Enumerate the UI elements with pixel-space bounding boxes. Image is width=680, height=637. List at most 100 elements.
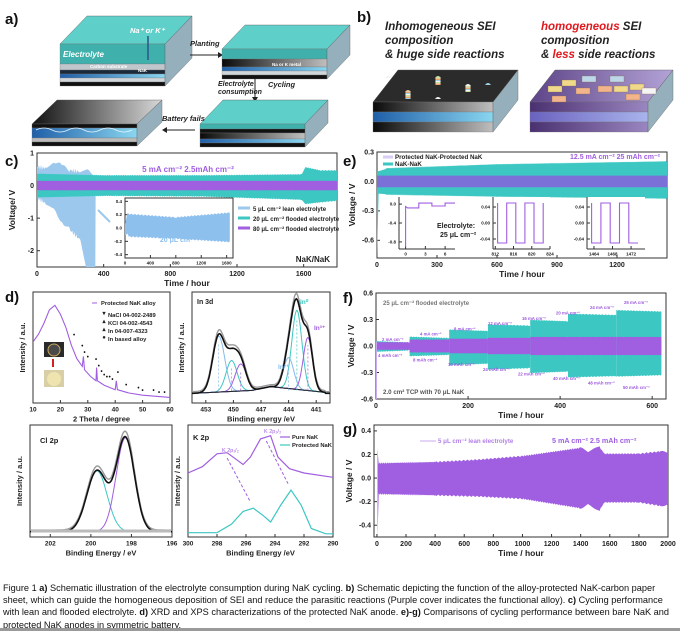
plot-area <box>192 292 330 395</box>
sei-particle-icon <box>435 76 441 78</box>
x-tick-label: 453 <box>200 407 211 414</box>
sei-particle-icon <box>405 90 411 92</box>
carbon-substrate-label: Carbon substrate <box>90 64 128 69</box>
slab-side <box>326 24 351 80</box>
current-label: 25 mA cm⁻² <box>624 300 648 305</box>
slab-side <box>136 99 163 147</box>
spectrum-line-1 <box>188 489 333 535</box>
peak-label-in0: In⁰ <box>300 298 309 306</box>
peak-marker-icon: • <box>81 344 83 350</box>
setup-annotation: 2.0 cm² TCP with 70 μL NaK <box>383 389 465 396</box>
peak-marker-icon: • <box>83 350 85 356</box>
x-tick-label: 2000 <box>660 541 676 548</box>
b-left-title: & huge side reactions <box>385 49 505 61</box>
cell-planted <box>221 24 351 80</box>
current-density-annotation: 5 mA cm⁻² 2.5 mAh cm⁻² <box>552 436 637 445</box>
sei-tile-icon <box>597 85 613 93</box>
chart-d_xrd: 10 20 30 40 50 60 2 Theta / degree Intensity / … <box>18 291 174 424</box>
divider <box>0 628 680 631</box>
inset-voltage-line <box>405 202 455 247</box>
peak-marker-icon: • <box>95 357 97 363</box>
x-tick-label: 196 <box>167 541 178 548</box>
battery-fails-label: Battery fails <box>162 114 205 123</box>
x-axis-label: Time / hour <box>498 410 544 420</box>
y-tick-label: -0.4 <box>388 221 396 226</box>
legend-entry: 80 μL cm⁻² flooded electrolyte <box>253 226 340 233</box>
sei-homogeneous-block <box>529 69 674 133</box>
y-tick-label: 0.2 <box>361 452 371 459</box>
x-tick-label: 50 <box>139 407 147 414</box>
series-band-2 <box>37 180 337 191</box>
b-right-title: & less side reactions <box>541 49 655 61</box>
plot-area <box>405 202 455 247</box>
purple-step-band <box>449 338 488 354</box>
y-tick-label: 0.4 <box>361 428 371 435</box>
metal-label: Na or K metal <box>272 62 301 67</box>
y-tick-label: 0.00 <box>575 221 584 226</box>
sei-tile-icon <box>561 79 577 87</box>
baseline-band <box>31 529 171 533</box>
x-tick-label: 40 <box>112 407 120 414</box>
x-tick-label: 10 <box>29 407 37 414</box>
peak-label-in2: In²⁺ <box>278 364 290 371</box>
peak-marker-icon: • <box>137 386 139 392</box>
caption-d-label: d) <box>139 607 149 618</box>
x-tick-label: 1000 <box>515 541 531 548</box>
y-tick-label: -0.04 <box>574 237 585 242</box>
slab-layer <box>199 138 306 144</box>
x-axis-label: Time / hour <box>164 278 210 288</box>
caption-b-label: b) <box>345 583 355 593</box>
arrow-down-icon <box>52 359 54 367</box>
x-tick-label: 1400 <box>573 541 589 548</box>
shift-arrow-icon <box>226 457 251 503</box>
x-tick-label: 1800 <box>631 541 647 548</box>
chart-e_in2: 1464 1468 1472 -0.04 0.00 0.04 <box>574 197 645 257</box>
legend-entry: NaK-NaK <box>395 161 422 168</box>
slab-layer <box>199 123 306 130</box>
arrowhead-icon <box>162 127 167 133</box>
plot-area <box>125 212 230 243</box>
inset-annotation: 25 μL cm⁻² <box>440 232 477 239</box>
panel-label-d: d) <box>5 289 19 306</box>
inset-annotation: Electrolyte: <box>437 223 475 230</box>
y-tick-label: 0.4 <box>116 199 123 204</box>
peak-marker-icon: • <box>109 375 111 381</box>
slab-layer <box>199 132 306 140</box>
y-tick-label: 1 <box>30 150 34 157</box>
spectrum-title: Cl 2p <box>40 436 59 445</box>
chart-e_in1: 812 816 820 824 -0.04 0.00 0.04 <box>480 197 554 257</box>
inset-voltage-line <box>497 202 544 244</box>
x-tick-label: 447 <box>256 407 267 414</box>
series-band-0 <box>377 446 668 537</box>
peak-marker-icon: • <box>98 363 100 369</box>
electrolyte-consumption-label: consumption <box>218 89 262 96</box>
label: less <box>553 49 575 61</box>
purple-step-band <box>376 342 410 350</box>
legend-marker-icon: ▾ <box>101 311 106 317</box>
peak-marker-icon: • <box>163 390 165 396</box>
cell-type-annotation: NaK/NaK <box>296 255 330 264</box>
slab-layer <box>529 121 649 133</box>
sei-tile-icon <box>581 75 597 83</box>
x-tick-label: 200 <box>400 541 412 548</box>
slab-side <box>492 69 519 133</box>
slab-layer <box>372 111 494 123</box>
x-tick-label: 400 <box>147 261 155 266</box>
ion-label: Na⁺ or K⁺ <box>130 26 166 35</box>
caption-b-text: Schematic depicting the function of the … <box>3 583 656 606</box>
x-tick-label: 600 <box>491 262 503 269</box>
cell-initial <box>59 15 193 87</box>
current-label: 20 mA cm⁻² <box>556 311 580 316</box>
y-axis-label: Intensity / a.u. <box>173 456 182 506</box>
peak-label-in3: In³⁺ <box>314 325 326 332</box>
x-tick-label: 400 <box>429 541 441 548</box>
b-left-title: Inhomogeneous SEI <box>385 21 496 33</box>
arrowhead-icon <box>218 52 223 58</box>
x-tick-label: 1200 <box>544 541 560 548</box>
figure-canvas: a) b) c) d) e) f) g) Electrolyte Na⁺ or K⁺ Carbon… <box>5 9 676 558</box>
sei-tile-icon <box>609 75 625 83</box>
legend-marker-icon: ▴ <box>101 319 106 325</box>
caption-d-text: XRD and XPS characterizations of the pro… <box>148 607 401 618</box>
plot-area <box>37 162 337 267</box>
x-axis-label: 2 Theta / degree <box>73 415 130 424</box>
